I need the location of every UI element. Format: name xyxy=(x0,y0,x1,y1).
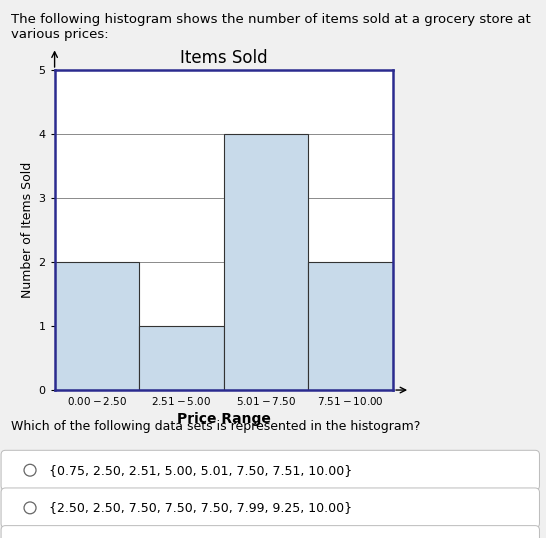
X-axis label: Price Range: Price Range xyxy=(177,413,271,427)
Bar xyxy=(308,262,393,390)
Text: {2.50, 2.50, 7.50, 7.50, 7.50, 7.99, 9.25, 10.00}: {2.50, 2.50, 7.50, 7.50, 7.50, 7.99, 9.2… xyxy=(49,501,352,514)
Bar xyxy=(224,134,308,390)
Title: Items Sold: Items Sold xyxy=(180,49,268,67)
Text: The following histogram shows the number of items sold at a grocery store at var: The following histogram shows the number… xyxy=(11,13,531,41)
Y-axis label: Number of Items Sold: Number of Items Sold xyxy=(21,162,34,298)
Bar xyxy=(139,326,224,390)
Bar xyxy=(55,262,139,390)
Text: {0.75, 2.50, 2.51, 5.00, 5.01, 7.50, 7.51, 10.00}: {0.75, 2.50, 2.51, 5.00, 5.01, 7.50, 7.5… xyxy=(49,464,352,477)
Text: Which of the following data sets is represented in the histogram?: Which of the following data sets is repr… xyxy=(11,420,420,433)
